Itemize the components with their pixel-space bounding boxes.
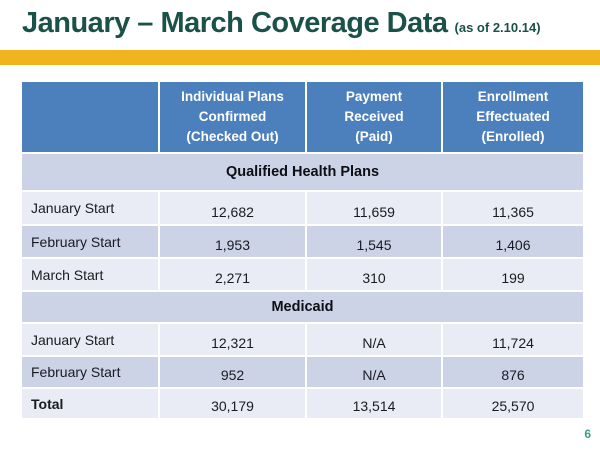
cell-total-enrolled: 25,570 xyxy=(443,389,583,418)
page-number: 6 xyxy=(584,427,591,441)
cell-qhp-march-paid: 310 xyxy=(307,259,441,290)
section-header-qualified-health-plans: Qualified Health Plans xyxy=(22,154,583,190)
slide-title-block: January – March Coverage Data (as of 2.10… xyxy=(22,7,541,40)
cell-medicaid-february-enrolled: 876 xyxy=(443,357,583,387)
cell-qhp-january-confirmed: 12,682 xyxy=(160,192,305,224)
cell-qhp-february-confirmed: 1,953 xyxy=(160,226,305,257)
cell-qhp-march-enrolled: 199 xyxy=(443,259,583,290)
page-subtitle: (as of 2.10.14) xyxy=(454,20,541,35)
cell-total-paid: 13,514 xyxy=(307,389,441,418)
cell-qhp-january-paid: 11,659 xyxy=(307,192,441,224)
cell-medicaid-february-confirmed: 952 xyxy=(160,357,305,387)
cell-qhp-february-enrolled: 1,406 xyxy=(443,226,583,257)
row-label-medicaid-january: January Start xyxy=(22,324,158,355)
cell-medicaid-january-confirmed: 12,321 xyxy=(160,324,305,355)
row-label-qhp-february: February Start xyxy=(22,226,158,257)
cell-total-confirmed: 30,179 xyxy=(160,389,305,418)
row-label-qhp-march: March Start xyxy=(22,259,158,290)
section-header-medicaid: Medicaid xyxy=(22,292,583,322)
row-label-qhp-january: January Start xyxy=(22,192,158,224)
accent-bar xyxy=(0,50,600,65)
table-corner-cell xyxy=(22,82,158,152)
cell-medicaid-january-enrolled: 11,724 xyxy=(443,324,583,355)
cell-qhp-february-paid: 1,545 xyxy=(307,226,441,257)
column-header-enrollment-effectuated: Enrollment Effectuated (Enrolled) xyxy=(443,82,583,152)
cell-medicaid-february-paid: N/A xyxy=(307,357,441,387)
row-label-medicaid-february: February Start xyxy=(22,357,158,387)
cell-qhp-march-confirmed: 2,271 xyxy=(160,259,305,290)
column-header-individual-plans: Individual Plans Confirmed (Checked Out) xyxy=(160,82,305,152)
page-title: January – March Coverage Data xyxy=(22,7,448,39)
cell-medicaid-january-paid: N/A xyxy=(307,324,441,355)
cell-qhp-january-enrolled: 11,365 xyxy=(443,192,583,224)
column-header-payment-received: Payment Received (Paid) xyxy=(307,82,441,152)
row-label-total: Total xyxy=(22,389,158,418)
coverage-data-table: Individual Plans Confirmed (Checked Out)… xyxy=(22,82,583,418)
